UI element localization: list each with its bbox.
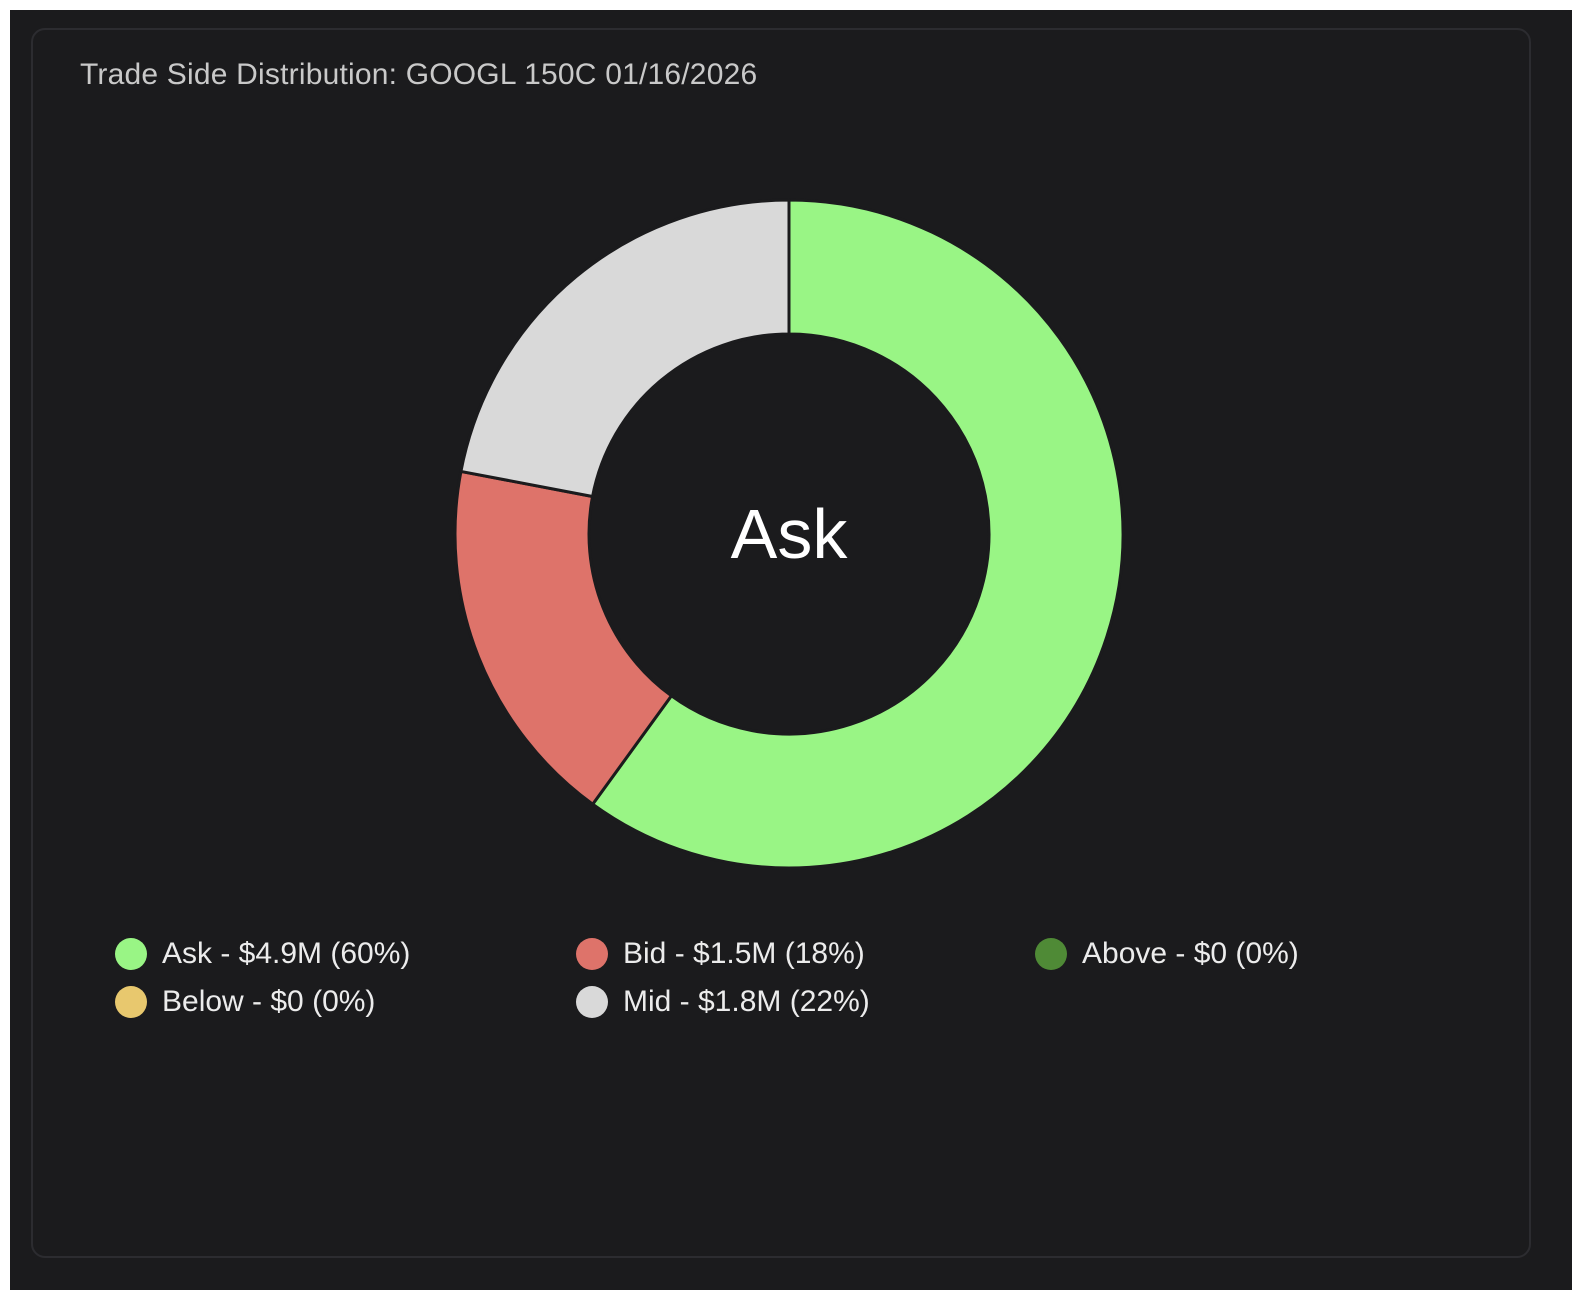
donut-chart-svg	[453, 198, 1125, 870]
legend-item-ask[interactable]: Ask - $4.9M (60%)	[115, 934, 410, 974]
legend-dot-icon	[115, 986, 147, 1018]
chart-card: Trade Side Distribution: GOOGL 150C 01/1…	[31, 28, 1531, 1258]
legend-item-label: Below - $0 (0%)	[162, 985, 376, 1018]
legend-item-label: Ask - $4.9M (60%)	[162, 937, 411, 970]
legend-dot-icon	[115, 938, 147, 970]
legend-item-label: Bid - $1.5M (18%)	[623, 937, 865, 970]
legend-dot-icon	[1035, 938, 1067, 970]
chart-title: Trade Side Distribution: GOOGL 150C 01/1…	[80, 58, 758, 91]
donut-slice-bid[interactable]	[453, 469, 673, 806]
legend-dot-icon	[576, 938, 608, 970]
donut-chart: Ask	[429, 174, 1149, 894]
legend-dot-icon	[576, 986, 608, 1018]
chart-panel-background: Trade Side Distribution: GOOGL 150C 01/1…	[10, 10, 1572, 1290]
legend-item-bid[interactable]: Bid - $1.5M (18%)	[576, 934, 865, 974]
legend-item-above[interactable]: Above - $0 (0%)	[1035, 934, 1299, 974]
legend-item-label: Above - $0 (0%)	[1082, 937, 1299, 970]
legend-item-below[interactable]: Below - $0 (0%)	[115, 982, 375, 1022]
donut-slice-ask[interactable]	[591, 198, 1125, 870]
legend-item-label: Mid - $1.8M (22%)	[623, 985, 870, 1018]
donut-slice-mid[interactable]	[459, 198, 791, 499]
legend-item-mid[interactable]: Mid - $1.8M (22%)	[576, 982, 870, 1022]
